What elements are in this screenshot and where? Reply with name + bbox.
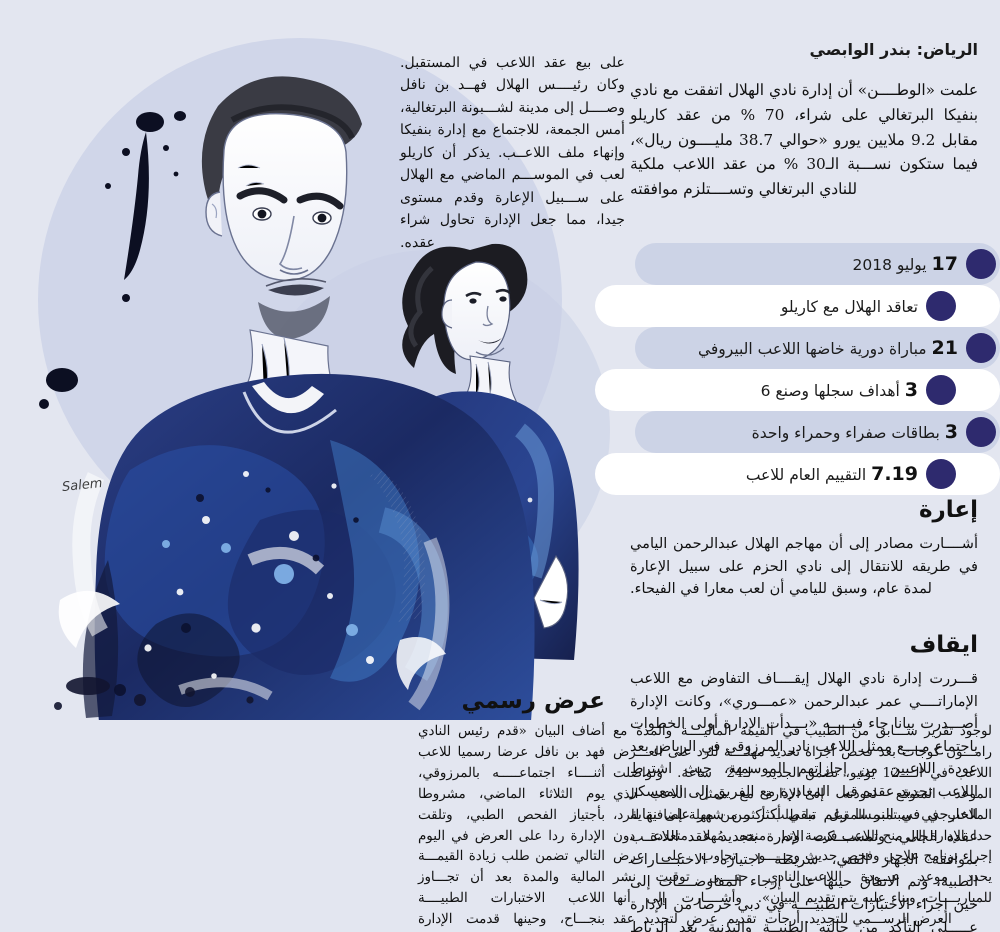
stat-label: مباراة دورية خاضها اللاعب البيروفي — [697, 340, 927, 358]
stat-bullet-icon — [966, 333, 996, 363]
stat-number: 3 — [944, 421, 958, 443]
stat-row-bar — [635, 327, 1000, 369]
stat-row: 17 يوليو 2018 — [0, 243, 1000, 285]
byline: الرياض: بندر الوابصي — [809, 40, 978, 59]
offer-column-3: لوجود تقرير ســـابق من الطبيب رامـــون ك… — [804, 724, 992, 928]
stat-text: 21 مباراة دورية خاضها اللاعب البيروفي — [698, 327, 958, 369]
stat-label: أهداف سجلها وصنع 6 — [760, 382, 900, 400]
player-stats-list: 17 يوليو 2018 تعاقد الهلال مع كاريلو 21 … — [0, 243, 1000, 495]
stat-text: 7.19 التقييم العام للاعب — [746, 453, 918, 495]
stat-label: التقييم العام للاعب — [745, 466, 867, 484]
section-body-loan: أشــــارت مصادر إلى أن مهاجم الهلال عبدا… — [630, 535, 978, 598]
stat-number: 7.19 — [871, 463, 918, 485]
stat-number: 3 — [904, 379, 918, 401]
section-heading-official-offer: عرض رسمي — [461, 688, 605, 714]
stat-bullet-icon — [926, 291, 956, 321]
stat-row: 21 مباراة دورية خاضها اللاعب البيروفي — [0, 327, 1000, 369]
section-heading-suspension: ايقاف — [909, 632, 978, 658]
stat-label: تعاقد الهلال مع كاريلو — [780, 298, 918, 316]
stat-label: يوليو 2018 — [852, 256, 927, 274]
offer-column-2: في القيمة الماليــــة والمدة مع تحديد مه… — [613, 724, 800, 928]
stat-row: تعاقد الهلال مع كاريلو — [0, 285, 1000, 327]
stat-bullet-icon — [966, 417, 996, 447]
stat-bullet-icon — [926, 459, 956, 489]
stat-bullet-icon — [966, 249, 996, 279]
stat-text: 17 يوليو 2018 — [853, 243, 959, 285]
stat-label: بطاقات صفراء وحمراء واحدة — [751, 424, 940, 442]
stat-bullet-icon — [926, 375, 956, 405]
stat-row: 3 أهداف سجلها وصنع 6 — [0, 369, 1000, 411]
section-body-suspension: قـــررت إدارة نادي الهلال إيقــــاف التف… — [630, 670, 978, 932]
stat-text: 3 أهداف سجلها وصنع 6 — [761, 369, 918, 411]
stat-text: تعاقد الهلال مع كاريلو — [781, 285, 918, 327]
section-heading-loan: إعارة — [918, 497, 978, 523]
lead-paragraph-right: علمت «الوطــــن» أن إدارة نادي الهلال ات… — [630, 81, 978, 199]
stat-row-bar — [635, 411, 1000, 453]
stat-number: 17 — [931, 253, 958, 275]
stat-number: 21 — [931, 337, 958, 359]
stat-row: 7.19 التقييم العام للاعب — [0, 453, 1000, 495]
player-illustration: Salem — [0, 0, 640, 720]
offer-column-1: أضاف البيان «قدم رئيس النادي فهد بن نافل… — [418, 724, 605, 928]
lead-paragraph-middle: على بيع عقد اللاعب في المستقبل. وكان رئي… — [400, 55, 625, 251]
stat-text: 3 بطاقات صفراء وحمراء واحدة — [752, 411, 958, 453]
stat-row-bar — [635, 243, 1000, 285]
stat-row: 3 بطاقات صفراء وحمراء واحدة — [0, 411, 1000, 453]
